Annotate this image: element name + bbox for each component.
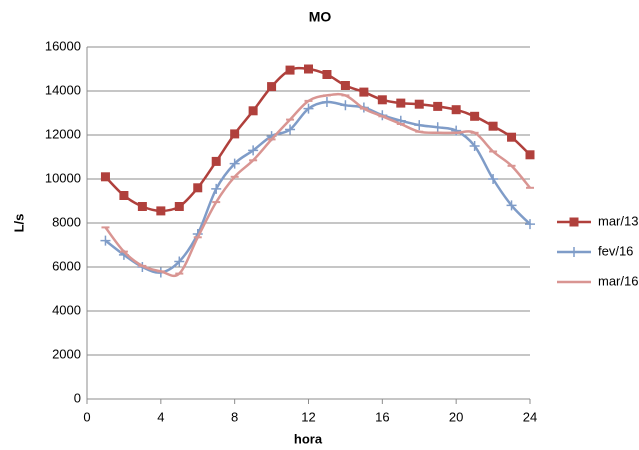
marker: [156, 206, 166, 216]
x-tick-label: 8: [231, 409, 238, 424]
marker: [414, 120, 425, 131]
marker: [248, 106, 258, 116]
marker: [137, 202, 147, 211]
marker: [469, 141, 480, 151]
marker: [451, 105, 461, 115]
legend-label: mar/16: [598, 273, 638, 288]
marker: [285, 124, 296, 135]
marker: [229, 158, 240, 169]
marker: [211, 156, 221, 166]
x-tick-label: 4: [157, 409, 164, 424]
marker: [285, 65, 295, 75]
marker: [100, 172, 110, 182]
marker: [432, 122, 443, 133]
y-tick-label: 16000: [45, 38, 81, 53]
x-tick-label: 12: [301, 409, 315, 424]
marker: [470, 111, 480, 121]
chart-title: MO: [309, 9, 332, 25]
y-tick-label: 8000: [52, 214, 81, 229]
y-tick-label: 14000: [45, 82, 81, 97]
y-axis-label: L/s: [11, 214, 26, 233]
marker: [100, 235, 111, 246]
x-tick-label: 20: [449, 409, 463, 424]
y-tick-label: 2000: [52, 346, 81, 361]
x-tick-label: 24: [523, 409, 537, 424]
marker: [377, 95, 387, 105]
x-tick-label: 0: [83, 409, 90, 424]
marker: [267, 82, 277, 92]
series-line: [104, 100, 531, 274]
marker: [340, 100, 351, 111]
marker: [340, 81, 350, 90]
marker: [211, 183, 222, 194]
marker: [507, 132, 517, 142]
marker: [230, 129, 240, 139]
y-tick-label: 6000: [52, 258, 81, 273]
y-tick-label: 0: [74, 390, 81, 405]
marker: [321, 97, 332, 107]
marker: [304, 64, 313, 74]
marker: [303, 103, 314, 114]
marker: [174, 256, 185, 267]
marker: [525, 219, 535, 230]
marker: [359, 87, 369, 97]
marker: [396, 98, 406, 108]
marker: [525, 150, 535, 160]
marker: [248, 145, 259, 156]
marker: [119, 191, 129, 200]
x-tick-label: 16: [375, 409, 389, 424]
marker: [569, 247, 579, 257]
legend-label: fev/16: [598, 243, 633, 258]
marker: [488, 174, 499, 184]
y-tick-label: 12000: [45, 126, 81, 141]
marker: [433, 101, 443, 111]
marker: [569, 217, 579, 227]
legend-label: mar/13: [598, 213, 638, 228]
marker: [174, 202, 184, 211]
y-tick-label: 4000: [52, 302, 81, 317]
marker: [322, 70, 332, 79]
marker: [488, 121, 498, 131]
marker: [506, 200, 517, 211]
marker: [414, 99, 424, 109]
y-tick-label: 10000: [45, 170, 81, 185]
marker: [193, 183, 203, 193]
x-axis-label: hora: [294, 431, 323, 446]
